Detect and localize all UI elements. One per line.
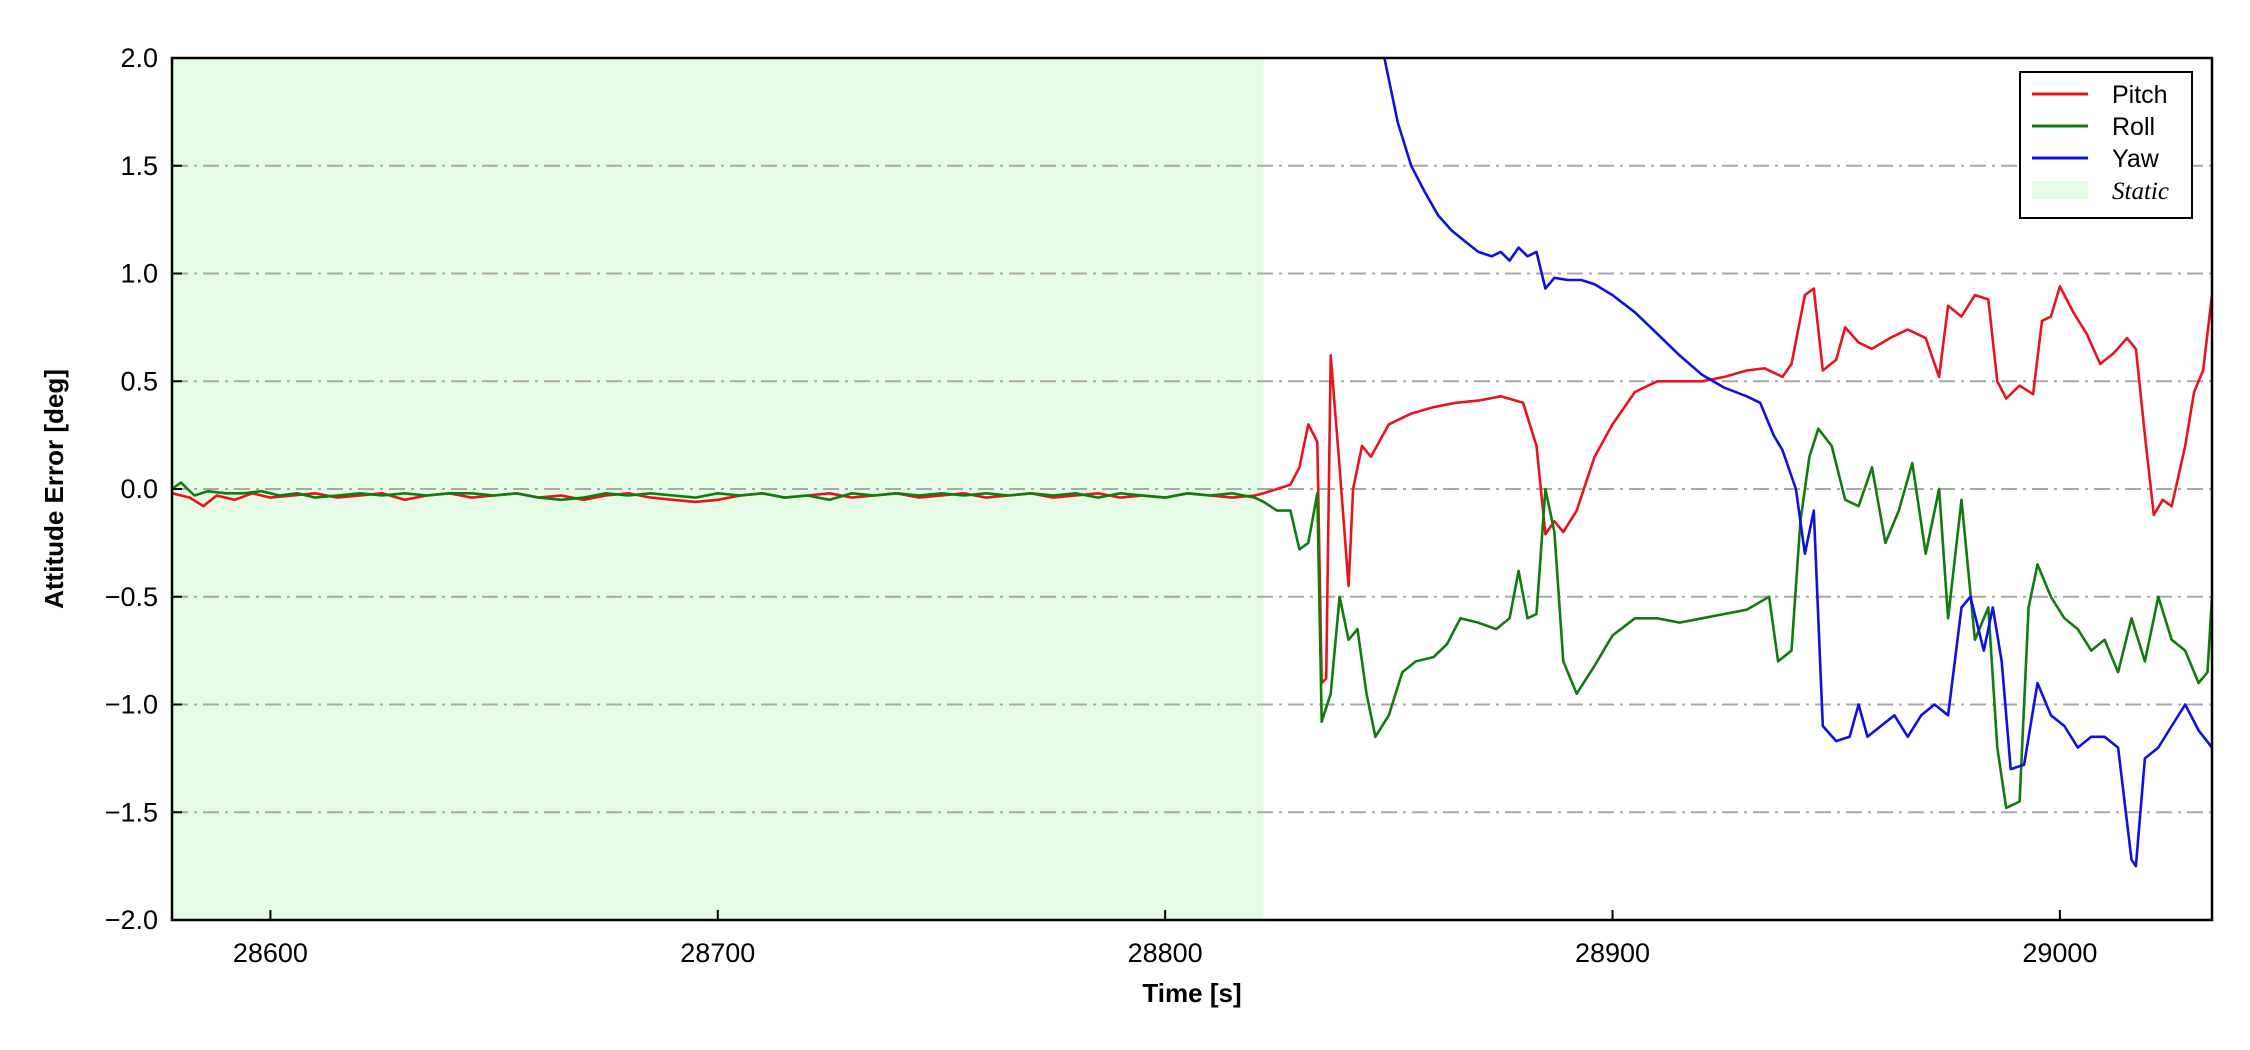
x-tick-label: 28700 bbox=[680, 938, 755, 968]
y-tick-label: −0.5 bbox=[105, 582, 158, 612]
x-axis-label: Time [s] bbox=[1142, 978, 1241, 1008]
y-tick-label: −1.5 bbox=[105, 797, 158, 827]
y-tick-label: 1.0 bbox=[120, 259, 158, 289]
x-axis-ticks: 28600 28700 28800 28900 29000 bbox=[233, 910, 2097, 968]
y-axis-ticks: −2.0 −1.5 −1.0 −0.5 0.0 0.5 1.0 1.5 2.0 bbox=[105, 43, 182, 935]
y-tick-label: 0.0 bbox=[120, 474, 158, 504]
y-tick-label: 0.5 bbox=[120, 366, 158, 396]
legend-label-roll: Roll bbox=[2112, 113, 2155, 141]
y-axis-label: Attitude Error [deg] bbox=[39, 369, 69, 609]
legend: Pitch Roll Yaw Static bbox=[2019, 71, 2193, 219]
x-tick-label: 28600 bbox=[233, 938, 308, 968]
legend-label-static: Static bbox=[2112, 178, 2169, 205]
series-line-roll bbox=[172, 427, 2212, 810]
y-tick-label: 1.5 bbox=[120, 151, 158, 181]
legend-swatch-static bbox=[2032, 181, 2088, 199]
y-tick-label: −2.0 bbox=[105, 905, 158, 935]
series-layer bbox=[172, 58, 2212, 868]
series-line-pitch bbox=[172, 285, 2212, 685]
x-tick-label: 28800 bbox=[1128, 938, 1203, 968]
x-tick-label: 29000 bbox=[2022, 938, 2097, 968]
legend-label-pitch: Pitch bbox=[2112, 81, 2168, 109]
series-line-yaw bbox=[1383, 58, 2212, 868]
x-tick-label: 28900 bbox=[1575, 938, 1650, 968]
y-tick-label: −1.0 bbox=[105, 690, 158, 720]
y-tick-label: 2.0 bbox=[120, 43, 158, 73]
legend-label-yaw: Yaw bbox=[2112, 145, 2160, 173]
